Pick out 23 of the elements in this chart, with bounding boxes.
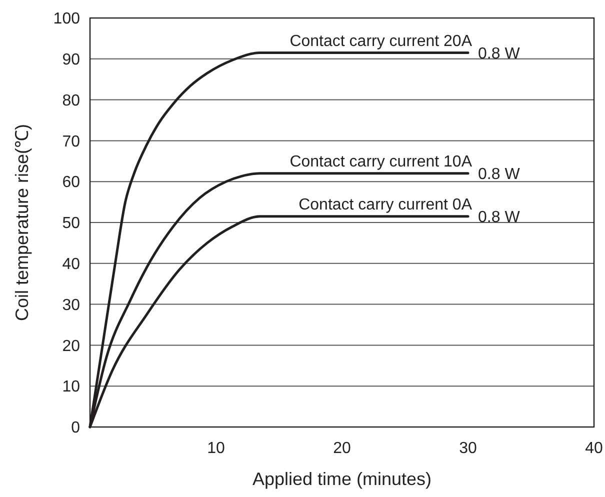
x-tick-label: 40 xyxy=(585,440,603,457)
annotation: 0.8 W xyxy=(478,45,521,62)
y-tick-label: 30 xyxy=(62,296,80,314)
x-tick-label: 20 xyxy=(333,440,351,457)
y-tick-label: 40 xyxy=(62,256,80,273)
annotation: 0.8 W xyxy=(478,166,521,184)
y-tick-label: 80 xyxy=(62,92,80,110)
series-label: Contact carry current 10A xyxy=(290,153,472,170)
y-tick-label: 50 xyxy=(62,215,80,232)
annotation: 0.8 W xyxy=(478,208,521,226)
y-axis-title: Coil temperature rise(℃) xyxy=(12,124,32,322)
series-label: Contact carry current 20A xyxy=(290,32,472,50)
y-tick-label: 70 xyxy=(62,133,80,150)
y-tick-label: 100 xyxy=(53,10,80,28)
y-tick-label: 90 xyxy=(62,52,80,68)
y-tick-label: 60 xyxy=(62,174,80,192)
y-tick-label: 20 xyxy=(62,338,80,355)
x-tick-label: 30 xyxy=(459,440,477,457)
x-axis-title: Applied time (minutes) xyxy=(252,469,432,489)
series-label: Contact carry current 0A xyxy=(298,196,472,214)
x-tick-label: 10 xyxy=(207,440,225,457)
y-tick-label: 10 xyxy=(62,378,80,396)
y-tick-label: 0 xyxy=(71,420,80,437)
